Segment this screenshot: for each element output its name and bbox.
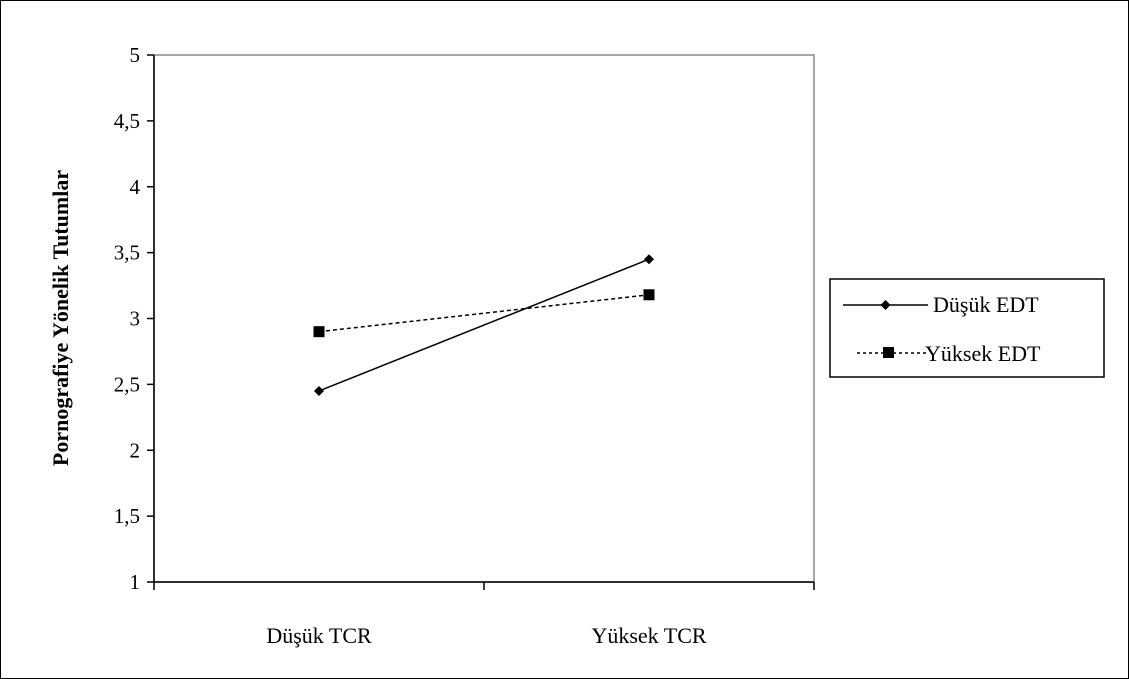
data-point-diamond (314, 385, 324, 396)
data-point-square (643, 289, 655, 301)
y-tick-label: 5 (130, 43, 141, 67)
y-tick-label: 2,5 (114, 372, 140, 396)
data-point-diamond (644, 254, 654, 265)
legend-marker-square-icon (883, 347, 894, 358)
y-tick-label: 2 (130, 438, 141, 462)
legend-marker-diamond-icon (880, 300, 891, 310)
y-tick-label: 1,5 (114, 504, 140, 528)
legend: Düşük EDT Yüksek EDT (829, 278, 1105, 378)
y-tick-label: 3,5 (114, 241, 140, 265)
legend-label-dusuk-edt: Düşük EDT (933, 292, 1039, 317)
data-point-square (313, 326, 325, 338)
legend-box (829, 278, 1105, 378)
x-category-label: Yüksek TCR (591, 623, 706, 648)
y-tick-label: 1 (130, 570, 141, 594)
legend-label-yuksek-edt: Yüksek EDT (925, 341, 1041, 366)
plot-area (153, 54, 815, 583)
y-tick-label: 3 (130, 307, 141, 331)
y-tick-label: 4 (130, 175, 141, 199)
series-line-1 (318, 294, 650, 333)
series-line-0 (318, 258, 650, 392)
y-axis-title: Pornografiye Yönelik Tutumlar (48, 170, 73, 466)
y-tick-label: 4,5 (114, 109, 140, 133)
x-category-label: Düşük TCR (266, 623, 372, 648)
